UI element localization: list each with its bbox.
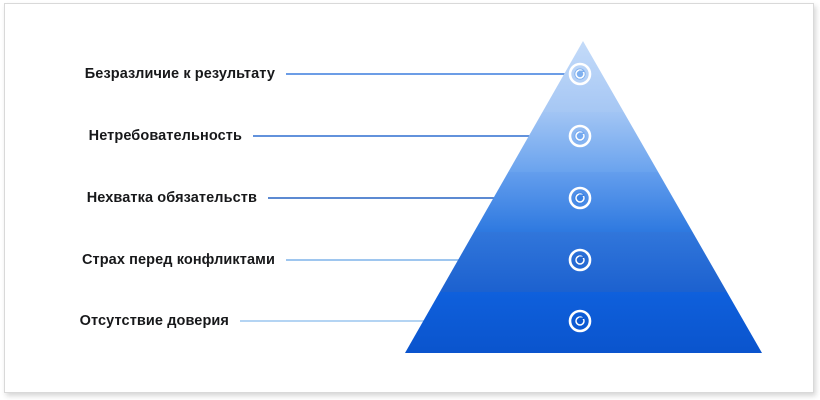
level-label-1[interactable]: Безразличие к результату (84, 66, 275, 82)
level-label-3[interactable]: Нехватка обязательств (86, 190, 257, 206)
pyramid-band-3[interactable] (395, 172, 775, 232)
marker-level-5[interactable] (568, 309, 592, 333)
marker-level-3[interactable] (568, 186, 592, 210)
level-label-4[interactable]: Страх перед конфликтами (81, 252, 275, 268)
level-markers (568, 62, 592, 333)
marker-level-1[interactable] (568, 62, 592, 86)
level-label-2[interactable]: Нетребовательность (88, 128, 242, 144)
pyramid-band-2[interactable] (395, 112, 775, 172)
marker-level-2[interactable] (568, 124, 592, 148)
level-label-5[interactable]: Отсутствие доверия (79, 313, 229, 329)
marker-level-4[interactable] (568, 248, 592, 272)
